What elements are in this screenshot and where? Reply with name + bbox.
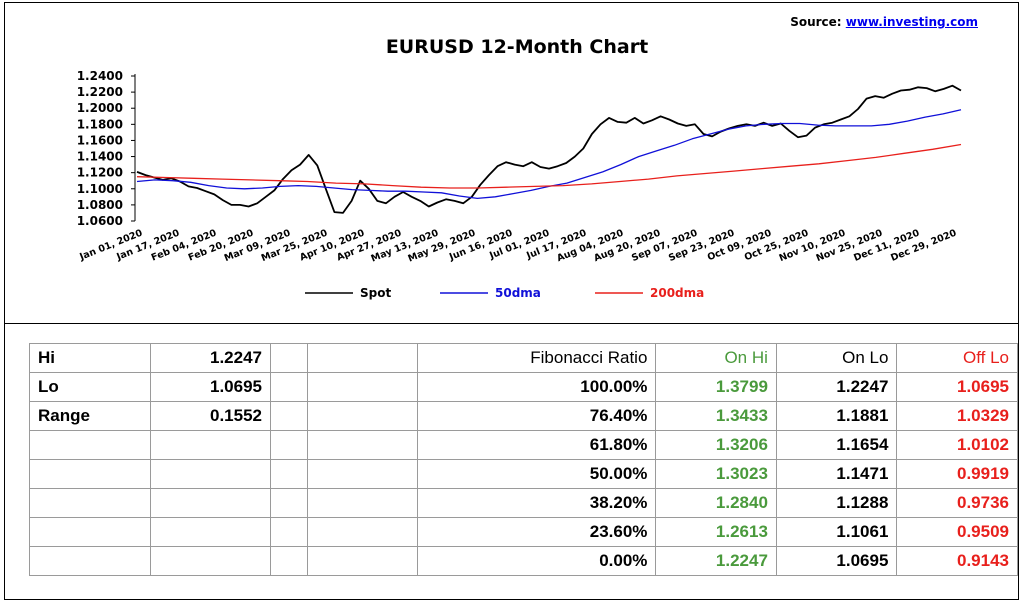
ratio-cell: 100.00% — [416, 372, 657, 402]
source-note: Source: www.investing.com — [790, 15, 978, 29]
on-hi-cell: 1.3206 — [655, 430, 777, 460]
empty-cell — [269, 401, 309, 431]
off-lo-cell: 1.0329 — [896, 401, 1018, 431]
y-tick-label: 1.2400 — [77, 69, 123, 83]
series-line-spot — [136, 84, 962, 214]
on-hi-cell: 1.2840 — [655, 488, 777, 518]
table-row: 0.00% 1.2247 1.0695 0.9143 — [28, 546, 1018, 576]
row-label — [28, 459, 152, 489]
on-lo-cell: 1.1471 — [775, 459, 898, 489]
row-label — [28, 488, 152, 518]
empty-cell — [307, 401, 418, 431]
on-hi-header: On Hi — [655, 343, 777, 373]
ratio-cell: 50.00% — [416, 459, 657, 489]
empty-cell — [307, 517, 418, 547]
empty-cell — [269, 517, 309, 547]
on-hi-cell: 1.2247 — [655, 546, 777, 576]
empty-cell — [269, 372, 309, 402]
on-lo-cell: 1.1061 — [775, 517, 898, 547]
y-tick-label: 1.1200 — [77, 166, 123, 180]
empty-cell — [269, 459, 309, 489]
table-row: Hi 1.2247 Fibonacci Ratio On Hi On Lo Of… — [28, 343, 1018, 373]
y-tick-label: 1.1400 — [77, 150, 123, 164]
on-lo-cell: 1.2247 — [775, 372, 898, 402]
on-lo-cell: 1.0695 — [775, 546, 898, 576]
y-tick-label: 1.1000 — [77, 182, 123, 196]
table-row: 23.60% 1.2613 1.1061 0.9509 — [28, 517, 1018, 547]
chart-title: EURUSD 12-Month Chart — [386, 36, 648, 58]
empty-cell — [307, 488, 418, 518]
row-label — [28, 430, 152, 460]
empty-cell — [269, 488, 309, 518]
row-value: 1.2247 — [150, 343, 271, 373]
off-lo-cell: 0.9919 — [896, 459, 1018, 489]
source-label: Source: — [790, 15, 842, 29]
on-lo-cell: 1.1881 — [775, 401, 898, 431]
row-label: Lo — [28, 372, 152, 402]
chart-panel: Source: www.investing.com EURUSD 12-Mont… — [5, 3, 1018, 324]
ratio-cell: 23.60% — [416, 517, 657, 547]
on-hi-cell: 1.3023 — [655, 459, 777, 489]
figure-frame: Source: www.investing.com EURUSD 12-Mont… — [4, 2, 1019, 600]
row-value — [150, 517, 271, 547]
row-label: Hi — [28, 343, 152, 373]
row-value: 0.1552 — [150, 401, 271, 431]
ratio-cell: 76.40% — [416, 401, 657, 431]
y-tick-label: 1.0800 — [77, 198, 123, 212]
row-label: Range — [28, 401, 152, 431]
table-row: 50.00% 1.3023 1.1471 0.9919 — [28, 459, 1018, 489]
on-lo-header: On Lo — [775, 343, 898, 373]
y-tick-label: 1.2000 — [77, 101, 123, 115]
off-lo-cell: 0.9509 — [896, 517, 1018, 547]
table-row: Lo 1.0695 100.00% 1.3799 1.2247 1.0695 — [28, 372, 1018, 402]
y-tick-label: 1.1600 — [77, 133, 123, 147]
ratio-cell: 61.80% — [416, 430, 657, 460]
on-lo-cell: 1.1288 — [775, 488, 898, 518]
on-hi-cell: 1.2613 — [655, 517, 777, 547]
empty-cell — [269, 430, 309, 460]
series-line-50dma — [136, 109, 962, 200]
row-value — [150, 488, 271, 518]
on-hi-cell: 1.3799 — [655, 372, 777, 402]
table-row: 38.20% 1.2840 1.1288 0.9736 — [28, 488, 1018, 518]
row-label — [28, 517, 152, 547]
off-lo-cell: 1.0102 — [896, 430, 1018, 460]
table-row: 61.80% 1.3206 1.1654 1.0102 — [28, 430, 1018, 460]
ratio-header: Fibonacci Ratio — [416, 343, 657, 373]
row-value: 1.0695 — [150, 372, 271, 402]
on-lo-cell: 1.1654 — [775, 430, 898, 460]
empty-cell — [307, 546, 418, 576]
ratio-cell: 38.20% — [416, 488, 657, 518]
off-lo-cell: 0.9736 — [896, 488, 1018, 518]
row-value — [150, 430, 271, 460]
fibonacci-table: Hi 1.2247 Fibonacci Ratio On Hi On Lo Of… — [28, 343, 1018, 576]
ratio-cell: 0.00% — [416, 546, 657, 576]
empty-cell — [307, 459, 418, 489]
row-value — [150, 459, 271, 489]
legend-label: Spot — [360, 286, 391, 300]
empty-cell — [307, 372, 418, 402]
off-lo-cell: 0.9143 — [896, 546, 1018, 576]
y-tick-label: 1.1800 — [77, 117, 123, 131]
row-label — [28, 546, 152, 576]
series-line-200dma — [136, 143, 962, 189]
empty-cell — [269, 343, 309, 373]
off-lo-header: Off Lo — [896, 343, 1018, 373]
y-tick-label: 1.2200 — [77, 85, 123, 99]
source-link[interactable]: www.investing.com — [845, 15, 978, 29]
legend-label: 50dma — [495, 286, 541, 300]
empty-cell — [269, 546, 309, 576]
legend-label: 200dma — [650, 286, 704, 300]
row-value — [150, 546, 271, 576]
y-tick-label: 1.0600 — [77, 214, 123, 228]
empty-cell — [307, 343, 418, 373]
off-lo-cell: 1.0695 — [896, 372, 1018, 402]
table-row: Range 0.1552 76.40% 1.3433 1.1881 1.0329 — [28, 401, 1018, 431]
empty-cell — [307, 430, 418, 460]
line-chart: EURUSD 12-Month Chart 1.2400 1.2200 1.2000 1… — [77, 36, 962, 300]
on-hi-cell: 1.3433 — [655, 401, 777, 431]
